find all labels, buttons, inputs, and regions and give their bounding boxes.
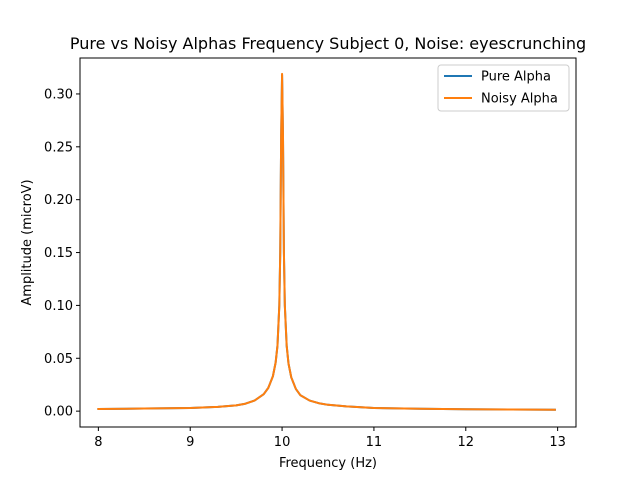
x-axis-label: Frequency (Hz) — [279, 456, 377, 471]
y-tick-label: 0.15 — [44, 246, 73, 261]
x-axis: 8 9 10 11 12 13 — [94, 427, 566, 450]
y-tick-label: 0.00 — [44, 405, 73, 420]
y-tick-label: 0.20 — [44, 193, 73, 208]
plot-area — [79, 57, 577, 428]
chart-title: Pure vs Noisy Alphas Frequency Subject 0… — [70, 34, 586, 53]
y-tick-label: 0.25 — [44, 140, 73, 155]
x-tick-label: 11 — [366, 435, 383, 450]
x-tick-label: 10 — [274, 435, 291, 450]
legend-label-pure-alpha: Pure Alpha — [481, 70, 551, 85]
series-line-noisy-alpha — [97, 72, 556, 411]
plot-frame — [79, 57, 577, 428]
x-tick-label: 8 — [94, 435, 102, 450]
x-tick-label: 9 — [186, 435, 194, 450]
y-axis-label: Amplitude (microV) — [20, 179, 35, 305]
y-tick-label: 0.05 — [44, 352, 73, 367]
legend-label-noisy-alpha: Noisy Alpha — [481, 92, 558, 107]
y-tick-label: 0.30 — [44, 87, 73, 102]
legend: Pure Alpha Noisy Alpha — [437, 64, 570, 112]
y-axis: 0.00 0.05 0.10 0.15 0.20 0.25 0.30 — [44, 87, 80, 420]
x-tick-label: 13 — [549, 435, 566, 450]
y-tick-label: 0.10 — [44, 299, 73, 314]
series-line-pure-alpha — [97, 73, 556, 411]
series-layer — [97, 72, 556, 411]
x-tick-label: 12 — [458, 435, 475, 450]
